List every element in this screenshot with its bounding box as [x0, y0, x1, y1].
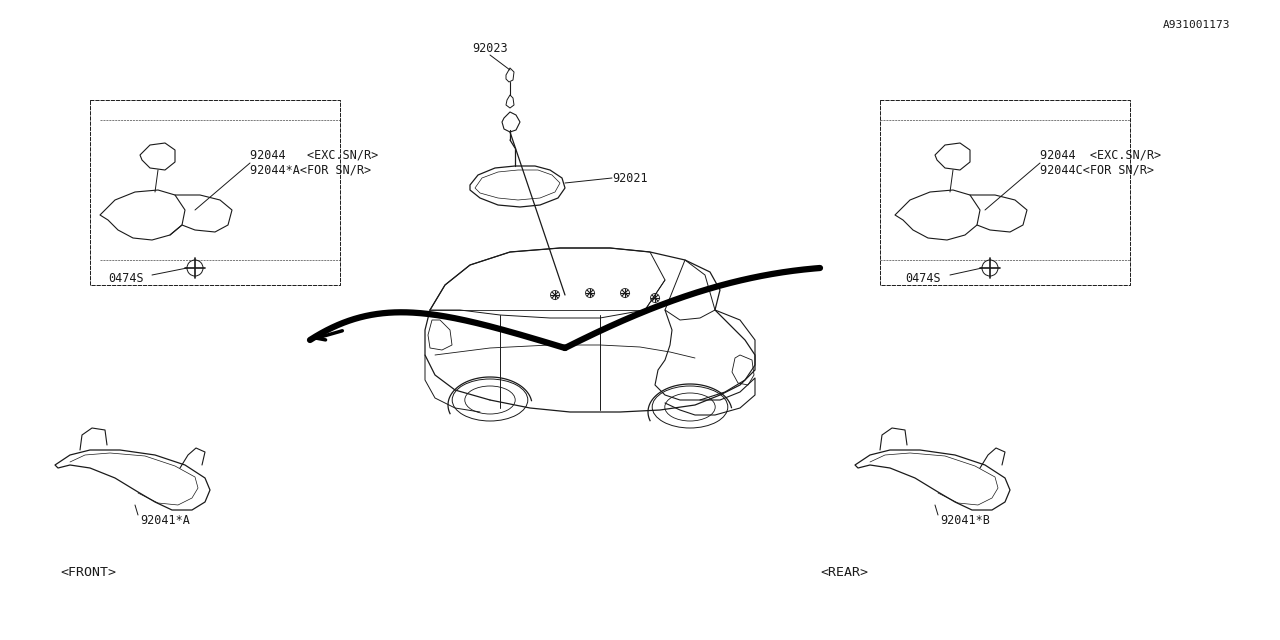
Text: 92044  <EXC.SN/R>: 92044 <EXC.SN/R>: [1039, 148, 1161, 161]
Text: <REAR>: <REAR>: [820, 566, 868, 579]
Text: 92021: 92021: [612, 172, 648, 184]
Text: 92023: 92023: [472, 42, 508, 54]
Text: 92041*B: 92041*B: [940, 513, 989, 527]
Text: 92044C<FOR SN/R>: 92044C<FOR SN/R>: [1039, 163, 1155, 177]
Text: A931001173: A931001173: [1162, 20, 1230, 30]
Text: <FRONT>: <FRONT>: [60, 566, 116, 579]
Text: 92044*A<FOR SN/R>: 92044*A<FOR SN/R>: [250, 163, 371, 177]
Text: 0474S: 0474S: [905, 271, 941, 285]
Text: 92044   <EXC.SN/R>: 92044 <EXC.SN/R>: [250, 148, 379, 161]
Text: 0474S: 0474S: [108, 271, 143, 285]
Text: 92041*A: 92041*A: [140, 513, 189, 527]
